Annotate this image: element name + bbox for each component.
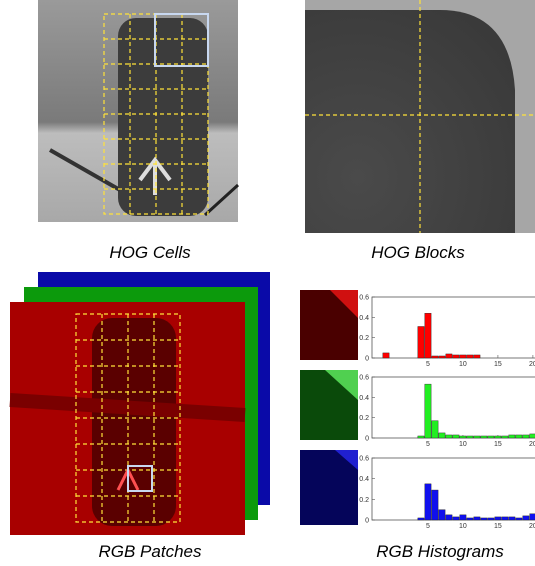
bar	[481, 518, 487, 520]
bar	[530, 514, 535, 520]
bar	[439, 510, 445, 520]
y-tick-label: 0.2	[359, 335, 369, 342]
y-tick-label: 0.4	[359, 476, 369, 483]
bar	[432, 356, 438, 358]
x-tick-label: 20	[529, 523, 535, 530]
bar	[432, 421, 438, 438]
bar	[530, 434, 535, 438]
y-tick-label: 0.4	[359, 315, 369, 322]
bar	[439, 433, 445, 438]
bar	[418, 326, 424, 358]
plot-frame	[372, 458, 535, 520]
bar	[467, 518, 473, 520]
bar	[474, 355, 480, 358]
y-tick-label: 0.2	[359, 497, 369, 504]
rgb-patches-image	[10, 272, 358, 535]
y-tick-label: 0.4	[359, 395, 369, 402]
bar	[383, 353, 389, 358]
bar	[523, 435, 529, 438]
bar	[495, 517, 501, 520]
figure: HOG Cells HOG Blocks RGB Patches RGB His…	[0, 0, 535, 566]
bar	[467, 355, 473, 358]
bar	[502, 436, 508, 438]
hog-blocks-image	[305, 0, 535, 233]
bar	[488, 436, 494, 438]
hog-cells-image	[38, 0, 238, 222]
bar	[425, 313, 431, 358]
bar	[467, 436, 473, 438]
plot-frame	[372, 297, 535, 358]
bar	[460, 355, 466, 358]
bar	[418, 518, 424, 520]
bar	[425, 484, 431, 520]
bar	[453, 355, 459, 358]
y-tick-label: 0.6	[359, 456, 369, 463]
bar	[446, 515, 452, 520]
x-tick-label: 20	[529, 441, 535, 448]
bar	[516, 435, 522, 438]
bar	[474, 517, 480, 520]
bar	[502, 517, 508, 520]
bar	[488, 518, 494, 520]
x-tick-label: 15	[494, 441, 502, 448]
y-tick-label: 0.2	[359, 415, 369, 422]
bar	[453, 435, 459, 438]
caption: HOG Blocks	[371, 243, 465, 262]
caption: HOG Cells	[109, 243, 191, 262]
bar	[516, 518, 522, 520]
x-tick-label: 15	[494, 361, 502, 368]
bar	[481, 436, 487, 438]
x-tick-label: 5	[426, 361, 430, 368]
bar	[474, 436, 480, 438]
caption: RGB Histograms	[376, 542, 504, 561]
bar	[439, 356, 445, 358]
y-tick-label: 0	[365, 356, 369, 363]
x-tick-label: 10	[459, 361, 467, 368]
y-tick-label: 0	[365, 436, 369, 443]
bar	[432, 490, 438, 520]
plot-frame	[372, 377, 535, 438]
bar	[425, 384, 431, 438]
x-tick-label: 10	[459, 441, 467, 448]
y-tick-label: 0.6	[359, 375, 369, 382]
x-tick-label: 15	[494, 523, 502, 530]
bar	[523, 516, 529, 520]
bar	[460, 436, 466, 438]
x-tick-label: 5	[426, 441, 430, 448]
bar	[446, 435, 452, 438]
bar	[446, 354, 452, 358]
x-tick-label: 5	[426, 523, 430, 530]
bar	[495, 436, 501, 438]
bar	[418, 436, 424, 438]
y-tick-label: 0.6	[359, 295, 369, 302]
bar	[509, 435, 515, 438]
x-tick-label: 10	[459, 523, 467, 530]
bar	[460, 515, 466, 520]
y-tick-label: 0	[365, 518, 369, 525]
bar	[509, 517, 515, 520]
bar	[453, 517, 459, 520]
caption: RGB Patches	[99, 542, 202, 561]
x-tick-label: 20	[529, 361, 535, 368]
